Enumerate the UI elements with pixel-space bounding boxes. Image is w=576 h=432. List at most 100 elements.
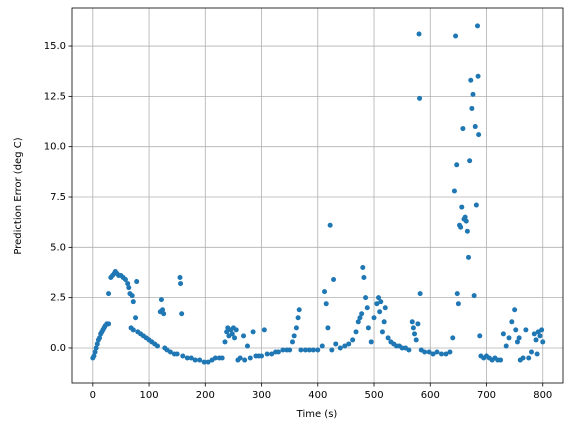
point [295, 315, 301, 321]
point [500, 331, 506, 337]
point [453, 33, 459, 39]
point [416, 31, 422, 37]
point [355, 319, 361, 325]
point [422, 349, 428, 355]
point [242, 357, 248, 363]
point [106, 321, 112, 327]
point [130, 299, 136, 305]
point [475, 73, 481, 79]
point [385, 335, 391, 341]
point [174, 351, 180, 357]
point [360, 264, 366, 270]
point [368, 339, 374, 345]
point [342, 343, 348, 349]
point [359, 311, 365, 317]
y-tick-label: 12.5 [44, 91, 66, 102]
x-tick-label: 500 [364, 390, 383, 401]
point [531, 331, 537, 337]
point [212, 355, 218, 361]
point [177, 275, 183, 281]
x-tick-label: 100 [140, 390, 159, 401]
point [455, 301, 461, 307]
point [473, 202, 479, 208]
point [237, 355, 243, 361]
point [280, 347, 286, 353]
point [306, 347, 312, 353]
point [357, 315, 363, 321]
y-tick-label: 5.0 [50, 242, 66, 253]
point [498, 357, 504, 363]
x-tick-label: 800 [533, 390, 552, 401]
point [247, 355, 253, 361]
x-tick-label: 600 [421, 390, 440, 401]
point [180, 353, 186, 359]
point [134, 279, 140, 285]
point [269, 351, 275, 357]
point [331, 277, 337, 283]
point [439, 351, 445, 357]
point [537, 333, 543, 339]
point [244, 343, 250, 349]
y-tick-label: 2.5 [50, 293, 66, 304]
point [92, 349, 98, 355]
point [229, 331, 235, 337]
point [412, 331, 418, 337]
point [462, 214, 468, 220]
point [472, 124, 478, 130]
point [232, 335, 238, 341]
point [466, 254, 472, 260]
point [503, 343, 509, 349]
x-tick-label: 700 [477, 390, 496, 401]
point [154, 343, 160, 349]
point [447, 349, 453, 355]
point [197, 357, 203, 363]
point [376, 295, 382, 301]
point [471, 293, 477, 299]
point [454, 291, 460, 297]
point [413, 337, 419, 343]
point [534, 351, 540, 357]
point [310, 347, 316, 353]
point [409, 319, 415, 325]
point [264, 351, 270, 357]
point [467, 158, 473, 164]
point [470, 91, 476, 97]
point [450, 335, 456, 341]
y-tick-label: 10.0 [44, 142, 66, 153]
point [540, 339, 546, 345]
point [291, 333, 297, 339]
x-tick-label: 300 [252, 390, 271, 401]
point [160, 307, 166, 313]
point [520, 355, 526, 361]
x-tick-label: 200 [196, 390, 215, 401]
point [296, 307, 302, 313]
point [434, 349, 440, 355]
point [382, 305, 388, 311]
point [233, 327, 239, 333]
point [365, 325, 371, 331]
point [361, 275, 367, 281]
point [459, 204, 465, 210]
point [130, 327, 136, 333]
point [125, 281, 131, 287]
point [315, 347, 321, 353]
point [94, 341, 100, 347]
y-axis-label: Prediction Error (deg C) [13, 137, 24, 254]
y-tick-label: 15.0 [44, 41, 66, 52]
point [451, 188, 457, 194]
point [188, 355, 194, 361]
point [106, 291, 112, 297]
point [468, 77, 474, 83]
point [289, 339, 295, 345]
point [378, 299, 384, 305]
point [364, 305, 370, 311]
point [205, 359, 211, 365]
point [533, 337, 539, 343]
y-tick-label: 7.5 [50, 192, 66, 203]
point [178, 281, 184, 287]
point [350, 337, 356, 343]
x-tick-label: 400 [308, 390, 327, 401]
point [374, 301, 380, 307]
point [261, 327, 267, 333]
point [122, 277, 128, 283]
